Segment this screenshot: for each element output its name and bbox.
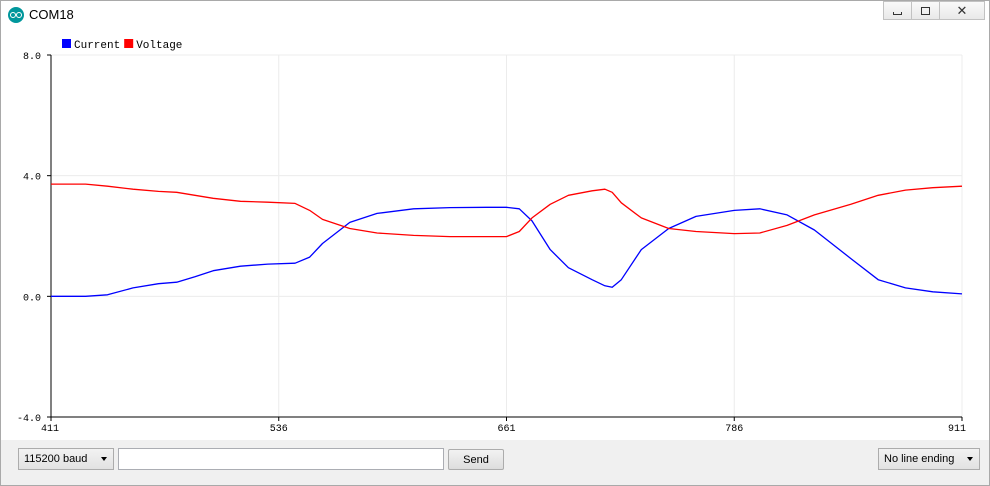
x-tick-label: 786 xyxy=(725,424,743,435)
line-ending-select[interactable]: No line ending xyxy=(878,448,980,470)
y-tick-label: 8.0 xyxy=(23,52,41,63)
message-input[interactable] xyxy=(118,448,444,470)
x-tick-label: 411 xyxy=(41,424,59,435)
window-title: COM18 xyxy=(29,7,74,22)
legend-swatch-voltage xyxy=(124,39,134,48)
y-tick-label: -4.0 xyxy=(17,414,41,425)
maximize-icon xyxy=(921,6,930,15)
x-tick-label: 661 xyxy=(497,424,515,435)
window-controls: ✕ xyxy=(883,1,989,21)
x-tick-label: 536 xyxy=(270,424,288,435)
series-line-current xyxy=(51,206,963,297)
legend-swatch-current xyxy=(62,39,71,48)
send-button[interactable]: Send xyxy=(448,449,504,470)
legend-label-voltage: Voltage xyxy=(136,40,182,52)
series xyxy=(51,183,963,297)
minimize-button[interactable] xyxy=(883,1,911,20)
chevron-down-icon xyxy=(101,457,107,461)
arduino-icon xyxy=(8,7,24,23)
legend: Current Voltage xyxy=(62,39,182,52)
baud-rate-select[interactable]: 115200 baud xyxy=(18,448,114,470)
minimize-icon xyxy=(893,12,902,15)
maximize-button[interactable] xyxy=(911,1,939,20)
plot-area: 411 536 661 786 911 8.0 4.0 0.0 -4.0 Current Volt… xyxy=(1,28,989,440)
title-bar: COM18 ✕ xyxy=(1,1,989,27)
axes: 411 536 661 786 911 8.0 4.0 0.0 -4.0 xyxy=(17,52,966,435)
y-tick-label: 4.0 xyxy=(23,173,41,184)
baud-rate-value: 115200 baud xyxy=(24,453,88,465)
line-ending-value: No line ending xyxy=(884,453,955,465)
bottom-toolbar: 115200 baud Send No line ending xyxy=(1,440,989,485)
x-tick-label: 911 xyxy=(948,424,966,435)
line-chart: 411 536 661 786 911 8.0 4.0 0.0 -4.0 Current Volt… xyxy=(17,39,966,435)
y-tick-label: 0.0 xyxy=(23,293,41,304)
legend-label-current: Current xyxy=(74,40,120,52)
series-line-voltage xyxy=(51,183,963,238)
close-button[interactable]: ✕ xyxy=(939,1,985,20)
chevron-down-icon xyxy=(967,457,973,461)
close-icon: ✕ xyxy=(956,3,968,18)
